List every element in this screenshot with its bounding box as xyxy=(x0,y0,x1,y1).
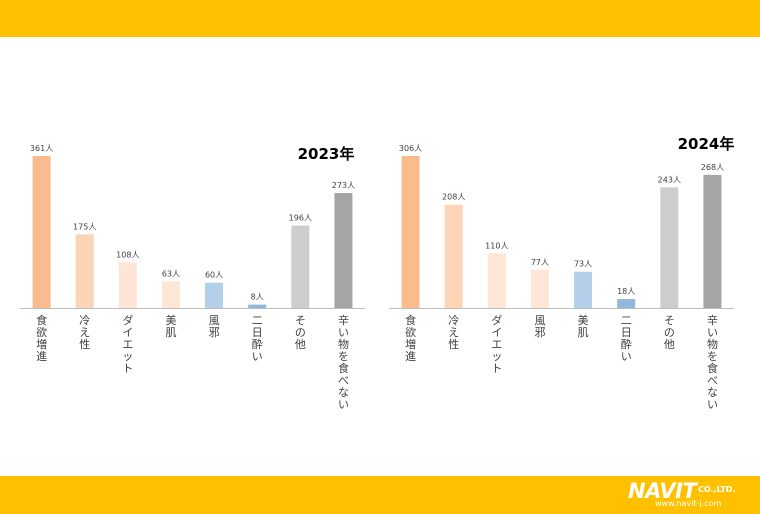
bar xyxy=(617,299,636,308)
bar xyxy=(401,156,420,308)
data-label: 73人 xyxy=(574,260,592,269)
chart-title: 2023年 xyxy=(298,145,355,163)
bar xyxy=(32,156,51,308)
bar xyxy=(487,253,506,308)
data-label: 208人 xyxy=(442,193,465,202)
bottom-banner xyxy=(0,476,760,514)
bar xyxy=(205,282,224,308)
category-label: 辛い物を食べない xyxy=(338,313,349,411)
data-label: 18人 xyxy=(617,287,635,296)
category-label: 風邪 xyxy=(209,314,220,339)
logo-url: www.navit-j.com xyxy=(655,499,722,508)
category-label: その他 xyxy=(295,314,306,351)
data-label: 8人 xyxy=(251,293,264,302)
data-label: 268人 xyxy=(701,163,724,172)
category-label: 風邪 xyxy=(534,314,545,339)
bar xyxy=(444,204,463,308)
category-label: 辛い物を食べない xyxy=(707,313,718,411)
bar xyxy=(248,304,267,308)
navit-logo[interactable]: NAVIT CO.,LTD. www.navit-j.com xyxy=(628,480,756,510)
category-label: 二日酔い xyxy=(252,314,263,363)
chart-title: 2024年 xyxy=(678,135,735,153)
data-label: 361人 xyxy=(30,144,53,153)
category-label: 冷え性 xyxy=(79,314,90,351)
category-label: 食欲増進 xyxy=(405,313,416,363)
bar xyxy=(161,281,180,308)
category-label: 二日酔い xyxy=(621,314,632,363)
logo-company: CO.,LTD. xyxy=(698,485,736,494)
bar xyxy=(75,234,94,308)
logo-name: NAVIT xyxy=(628,479,697,503)
data-label: 196人 xyxy=(289,213,312,222)
category-label: その他 xyxy=(664,314,675,351)
top-banner xyxy=(0,0,760,37)
data-label: 108人 xyxy=(116,251,139,260)
bar xyxy=(334,193,353,308)
category-label: ダイエット xyxy=(122,313,133,375)
category-label: 美肌 xyxy=(165,314,176,339)
bar xyxy=(118,262,137,308)
category-label: 冷え性 xyxy=(448,314,459,351)
data-label: 175人 xyxy=(73,222,96,231)
category-label: 食欲増進 xyxy=(36,313,47,363)
bar xyxy=(703,174,722,308)
data-label: 306人 xyxy=(399,144,422,153)
category-label: 美肌 xyxy=(578,314,589,339)
data-label: 273人 xyxy=(332,181,355,190)
bar xyxy=(530,269,549,308)
data-label: 77人 xyxy=(531,258,549,267)
bar xyxy=(291,225,310,308)
data-label: 243人 xyxy=(658,175,681,184)
data-label: 63人 xyxy=(162,269,180,278)
bar xyxy=(574,271,593,308)
data-label: 60人 xyxy=(205,271,223,280)
data-label: 110人 xyxy=(485,241,508,250)
category-label: ダイエット xyxy=(491,313,502,375)
bar xyxy=(660,187,679,308)
